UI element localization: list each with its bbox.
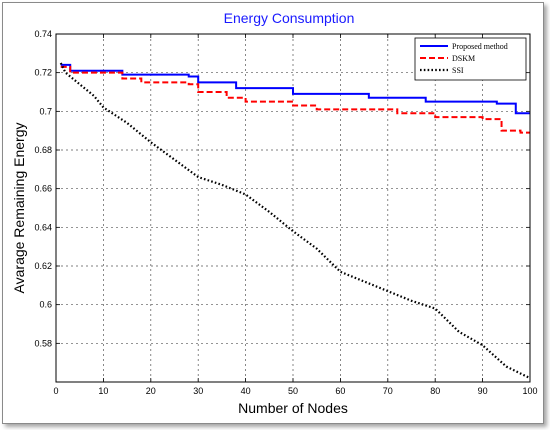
x-tick-label: 40 bbox=[241, 386, 251, 396]
series-line-ssi bbox=[59, 62, 531, 380]
x-tick-label: 50 bbox=[288, 386, 298, 396]
axis-ticks: 0 10 20 30 40 50 60 70 80 90 100 0.58 0.6 0.62 0.64 0.6… bbox=[34, 29, 537, 396]
x-tick-label: 80 bbox=[430, 386, 440, 396]
x-tick-label: 20 bbox=[146, 386, 156, 396]
legend-label: Proposed method bbox=[452, 42, 508, 51]
y-tick-label: 0.7 bbox=[39, 106, 52, 116]
y-tick-label: 0.6 bbox=[39, 300, 52, 310]
series-line-dskm bbox=[60, 65, 530, 134]
x-tick-label: 90 bbox=[478, 386, 488, 396]
y-tick-label: 0.74 bbox=[34, 29, 52, 39]
x-tick-label: 100 bbox=[522, 386, 537, 396]
y-tick-label: 0.68 bbox=[34, 145, 52, 155]
y-tick-label: 0.58 bbox=[34, 338, 52, 348]
legend: Proposed method DSKM SSI bbox=[414, 37, 527, 81]
y-axis-label: Avarage Remaining Energy bbox=[11, 123, 27, 294]
x-axis-label: Number of Nodes bbox=[238, 400, 348, 416]
x-tick-label: 70 bbox=[383, 386, 393, 396]
legend-label: SSI bbox=[452, 66, 464, 75]
x-tick-label: 10 bbox=[98, 386, 108, 396]
x-tick-label: 30 bbox=[193, 386, 203, 396]
y-tick-label: 0.64 bbox=[34, 222, 52, 232]
series-layer bbox=[59, 62, 531, 380]
y-tick-label: 0.66 bbox=[34, 184, 52, 194]
x-tick-label: 60 bbox=[335, 386, 345, 396]
y-tick-label: 0.62 bbox=[34, 261, 52, 271]
y-tick-label: 0.72 bbox=[34, 68, 52, 78]
series-line-proposed-method bbox=[60, 63, 530, 115]
x-tick-label: 0 bbox=[53, 386, 58, 396]
grid-lines bbox=[56, 34, 530, 382]
chart-title: Energy Consumption bbox=[224, 10, 355, 26]
legend-label: DSKM bbox=[452, 54, 475, 63]
